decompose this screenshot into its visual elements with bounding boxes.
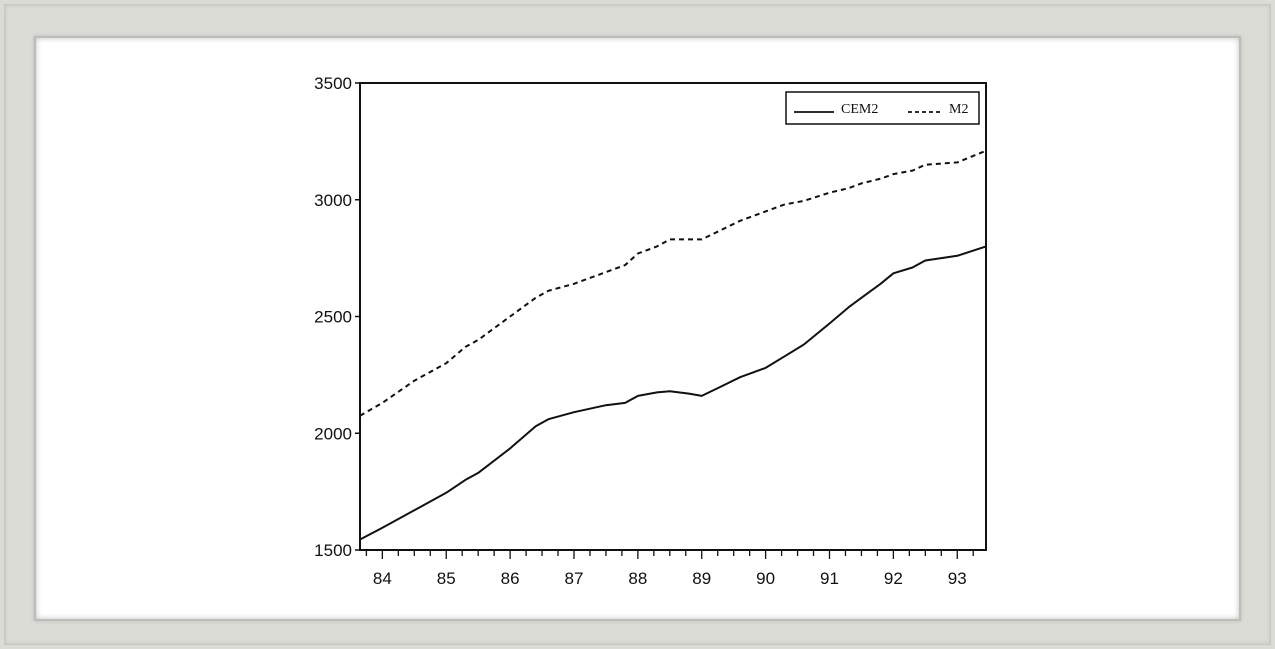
x-tick-label-89: 89 [692, 569, 711, 588]
legend-label-cem2: CEM2 [841, 102, 878, 117]
x-tick-label-90: 90 [756, 569, 775, 588]
y-tick-label-3500: 3500 [314, 74, 352, 93]
outer-frame [4, 4, 1271, 645]
x-tick-label-84: 84 [373, 569, 392, 588]
x-tick-label-85: 85 [437, 569, 456, 588]
x-tick-label-93: 93 [948, 569, 967, 588]
plot-border [359, 82, 987, 551]
series-line-cem2 [359, 245, 987, 541]
y-tick-label-3000: 3000 [314, 191, 352, 210]
x-tick-label-92: 92 [884, 569, 903, 588]
x-tick-label-86: 86 [501, 569, 520, 588]
y-tick-label-2500: 2500 [314, 308, 352, 327]
y-tick-label-1500: 1500 [314, 541, 352, 560]
x-tick-label-91: 91 [820, 569, 839, 588]
legend-label-m2: M2 [949, 102, 968, 117]
image-frame [34, 36, 1241, 621]
legend-box [785, 91, 980, 125]
plot-layer: 1500 2000 2500 3000 3500 84 85 86 87 88 89 90 91 92 93… [314, 74, 987, 588]
y-tick-label-2000: 2000 [314, 424, 352, 443]
series-line-m2 [359, 149, 987, 417]
x-tick-label-87: 87 [565, 569, 584, 588]
x-tick-label-88: 88 [628, 569, 647, 588]
